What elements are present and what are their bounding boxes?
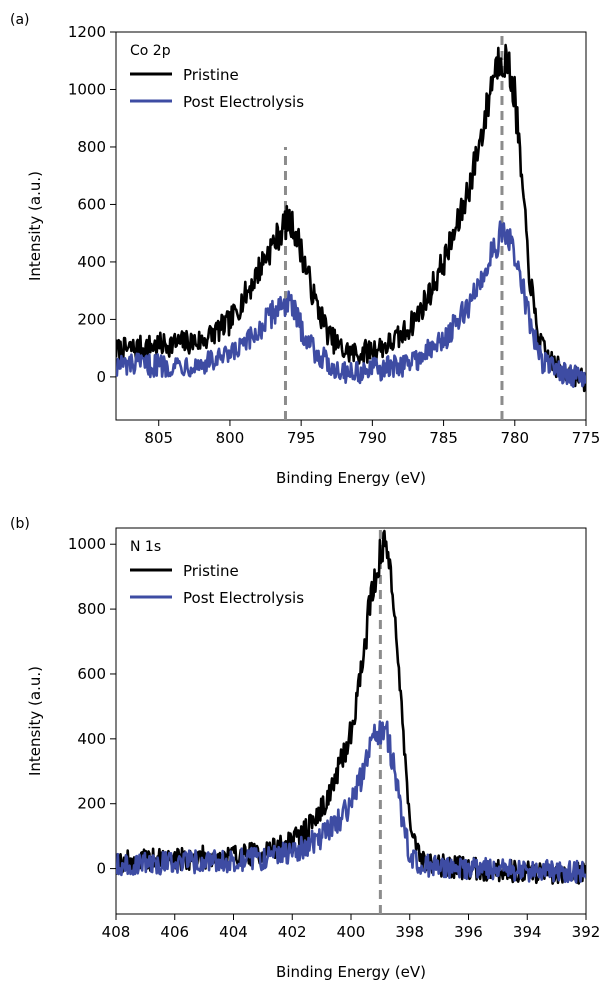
- panel-a-annotation: Co 2p: [130, 43, 171, 59]
- x-tick-label: 392: [572, 923, 601, 941]
- x-tick-label: 400: [337, 923, 366, 941]
- panel-b: (b) 408 406 404 402 400 398 396 394 392 0 200 400 6…: [10, 516, 600, 981]
- y-tick-label: 200: [77, 795, 106, 813]
- panel-b-y-ticks: 0 200 400 600 800 1000: [68, 535, 116, 878]
- panel-a-x-ticks: 805 800 795 790 785 780 775: [144, 420, 600, 447]
- x-tick-label: 408: [102, 923, 131, 941]
- panel-b-legend-label-post: Post Electrolysis: [183, 589, 304, 607]
- panel-a-legend-label-pristine: Pristine: [183, 66, 239, 84]
- panel-a-series: [116, 43, 586, 393]
- x-tick-label: 398: [395, 923, 424, 941]
- series-line-post-electrolysis: [116, 220, 586, 388]
- y-tick-label: 800: [77, 138, 106, 156]
- panel-b-label: (b): [10, 516, 30, 532]
- series-line-pristine: [116, 43, 586, 393]
- x-tick-label: 775: [572, 429, 601, 447]
- x-tick-label: 785: [429, 429, 458, 447]
- y-tick-label: 400: [77, 730, 106, 748]
- x-tick-label: 394: [513, 923, 542, 941]
- y-tick-label: 600: [77, 195, 106, 213]
- x-tick-label: 800: [216, 429, 245, 447]
- panel-a-ylabel: Intensity (a.u.): [26, 171, 44, 281]
- panel-b-xlabel: Binding Energy (eV): [276, 963, 426, 981]
- x-tick-label: 805: [144, 429, 173, 447]
- y-tick-label: 0: [96, 368, 106, 386]
- panel-b-series: [116, 529, 586, 885]
- panel-b-legend-label-pristine: Pristine: [183, 562, 239, 580]
- x-tick-label: 780: [500, 429, 529, 447]
- panel-a-y-ticks: 0 200 400 600 800 1000 1200: [68, 23, 116, 386]
- x-tick-label: 406: [160, 923, 189, 941]
- y-tick-label: 200: [77, 310, 106, 328]
- y-tick-label: 1200: [68, 23, 106, 41]
- panel-a-label: (a): [10, 12, 30, 28]
- y-tick-label: 400: [77, 253, 106, 271]
- panel-a-legend-label-post: Post Electrolysis: [183, 93, 304, 111]
- y-tick-label: 600: [77, 665, 106, 683]
- series-line-pristine: [116, 529, 586, 885]
- panel-a-frame: [115, 31, 587, 421]
- y-tick-label: 1000: [68, 80, 106, 98]
- panel-b-x-ticks: 408 406 404 402 400 398 396 394 392: [102, 914, 601, 941]
- panel-b-ylabel: Intensity (a.u.): [26, 666, 44, 776]
- panel-a-legend: Pristine Post Electrolysis: [130, 66, 304, 111]
- panel-a-xlabel: Binding Energy (eV): [276, 469, 426, 487]
- series-line-post-electrolysis: [116, 720, 586, 884]
- panel-a: (a) 805 800 795 790 785 780 775 0 200 400 600 800 1…: [10, 12, 600, 487]
- y-tick-label: 800: [77, 600, 106, 618]
- x-tick-label: 402: [278, 923, 307, 941]
- x-tick-label: 790: [358, 429, 387, 447]
- x-tick-label: 795: [287, 429, 316, 447]
- y-tick-label: 1000: [68, 535, 106, 553]
- x-tick-label: 404: [219, 923, 248, 941]
- panel-b-legend: Pristine Post Electrolysis: [130, 562, 304, 607]
- panel-b-annotation: N 1s: [130, 539, 161, 555]
- panel-a-reference-lines: [283, 32, 504, 420]
- y-tick-label: 0: [96, 860, 106, 878]
- x-tick-label: 396: [454, 923, 483, 941]
